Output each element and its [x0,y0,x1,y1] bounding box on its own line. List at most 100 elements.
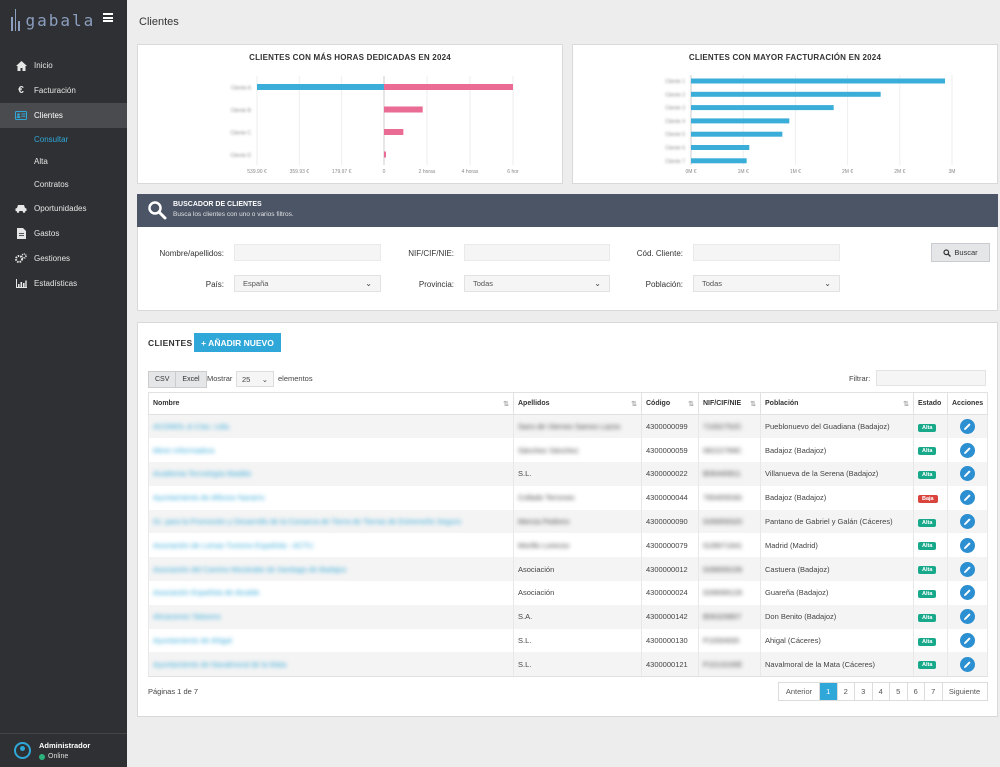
edit-button[interactable] [960,537,975,553]
category-label: Cliente 5 [665,132,685,138]
col-header-code[interactable]: Código ⇅ [641,392,699,415]
client-name-link[interactable]: Almacenes Talavera [153,612,221,622]
client-code: 4300000099 [646,422,688,432]
search-button[interactable]: Buscar [931,243,990,262]
hamburger-menu-icon[interactable] [103,13,113,22]
name-input[interactable] [234,244,381,261]
client-name-link[interactable]: Asociación del Camino Mozárabe de Santia… [153,564,347,574]
user-panel[interactable]: Administrador Online [0,733,127,767]
submenu-item-consultar[interactable]: Consultar [34,134,69,144]
client-name-link[interactable]: Gr. para la Promoción y Desarrollo de la… [153,517,462,527]
client-name-link[interactable]: ACOMOL & Cías. Ltda. [153,422,231,432]
sidebar-item-inicio[interactable]: Inicio [0,53,127,78]
edit-button[interactable] [960,633,975,649]
x-tick-label: 359.93 € [290,169,310,175]
pagination-page-2[interactable]: 2 [838,683,855,700]
client-town: Villanueva de la Serena (Badajoz) [765,469,879,479]
pencil-icon [964,637,971,645]
client-surname: Sans de Viernes Samos Lazos [518,422,621,432]
excel-button[interactable]: Excel [175,372,205,387]
col-header-surname[interactable]: Apellidos ⇅ [513,392,642,415]
client-name-link[interactable]: Ayuntamiento de Ahigal [153,636,232,646]
bar [691,145,750,150]
category-label: Cliente 1 [665,79,685,85]
elements-label: elementos [278,374,313,383]
sidebar-item-gastos[interactable]: Gastos [0,221,127,246]
edit-button[interactable] [960,490,975,506]
document-icon [15,227,27,239]
user-avatar-icon [14,742,31,759]
client-name-link[interactable]: Academia Tecnología Madálo [153,469,252,479]
pagination: Anterior 1 2 3 4 5 6 7 Siguiente [778,682,988,701]
client-code: 4300000090 [646,517,688,527]
status-badge: Alta [918,566,937,575]
nif-input[interactable] [464,244,610,261]
edit-button[interactable] [960,609,975,625]
edit-button[interactable] [960,466,975,482]
col-header-name[interactable]: Nombre ⇅ [148,392,514,415]
province-select[interactable]: Todas ⌄ [464,275,610,292]
table-row: Academia Tecnología Madálo S.L. 4300000022… [148,462,988,486]
table-row: Asociación Española de Alcalde Asociación… [148,581,988,605]
col-header-status[interactable]: Estado [913,392,948,415]
bar [691,105,834,111]
client-name-link[interactable]: Miren Informadora [153,445,215,455]
status-badge: Alta [918,589,937,598]
sidebar-item-oportunidades[interactable]: Oportunidades [0,196,127,221]
logo-text: gabala [25,10,96,30]
page-size-select[interactable]: 25 ⌄ [236,371,274,387]
pagination-page-5[interactable]: 5 [890,683,908,700]
edit-button[interactable] [960,656,975,672]
x-tick-label: 1M € [738,169,749,175]
client-name-link[interactable]: Asociación de Lomas Turismo Española - A… [153,540,314,550]
x-tick-label: 3M [949,169,956,175]
edit-button[interactable] [960,561,975,577]
client-name-link[interactable]: Ayuntamiento de Alfonso Navarro [153,493,265,503]
submenu-item-contratos[interactable]: Contratos [34,179,69,189]
pagination-page-4[interactable]: 4 [873,683,890,700]
edit-button[interactable] [960,442,975,458]
client-surname: S.A. [518,612,533,622]
chart-hours-title: CLIENTES CON MÁS HORAS DEDICADAS EN 2024 [249,53,451,62]
x-tick-label: 0 [383,169,386,175]
client-nif: 71002752C [703,422,742,432]
sidebar-item-clientes[interactable]: Clientes [0,103,127,128]
chart-hours-panel: CLIENTES CON MÁS HORAS DEDICADAS EN 2024… [137,44,563,184]
logo[interactable]: gabala [11,8,95,32]
sidebar-item-facturacion[interactable]: € Facturación [0,78,127,103]
code-input[interactable] [693,244,840,261]
submenu-item-alta[interactable]: Alta [34,157,48,167]
user-name: Administrador [39,741,91,750]
add-client-button[interactable]: + AÑADIR NUEVO [194,333,281,352]
edit-button[interactable] [960,419,975,435]
x-tick-label: 2M € [894,169,905,175]
pagination-page-6[interactable]: 6 [908,683,925,700]
csv-button[interactable]: CSV [155,376,170,383]
client-name-link[interactable]: Asociación Española de Alcalde [153,588,260,598]
col-header-nif[interactable]: NIF/CIF/NIE ⇅ [698,392,761,415]
edit-button[interactable] [960,514,975,530]
filter-input[interactable] [876,370,986,386]
col-header-town[interactable]: Población ⇅ [760,392,914,415]
pagination-page-1[interactable]: 1 [820,683,838,700]
client-name-link[interactable]: Ayuntamiento de Navalmoral de la Mata [153,659,287,669]
nif-label: NIF/CIF/NIE: [408,249,454,258]
pencil-icon [964,447,971,454]
country-select[interactable]: España ⌄ [234,275,381,292]
bar-right [384,129,404,135]
sidebar-item-gestiones[interactable]: Gestiones [0,246,127,271]
bar [691,158,747,164]
pagination-page-7[interactable]: 7 [925,683,943,700]
sort-icon: ⇅ [903,401,909,408]
pagination-next[interactable]: Siguiente [948,687,981,696]
sidebar-item-estadisticas[interactable]: Estadísticas [0,271,127,296]
edit-button[interactable] [960,585,975,601]
client-nif: G28971641 [703,540,743,550]
town-select[interactable]: Todas ⌄ [693,275,840,292]
pagination-prev[interactable]: Anterior [779,683,820,700]
table-row: ACOMOL & Cías. Ltda. Sans de Viernes Samo… [148,414,988,439]
table-row: Ayuntamiento de Navalmoral de la Mata S.L… [148,652,988,677]
client-code: 4300000044 [646,493,688,503]
client-code: 4300000142 [646,612,688,622]
pagination-page-3[interactable]: 3 [855,683,873,700]
